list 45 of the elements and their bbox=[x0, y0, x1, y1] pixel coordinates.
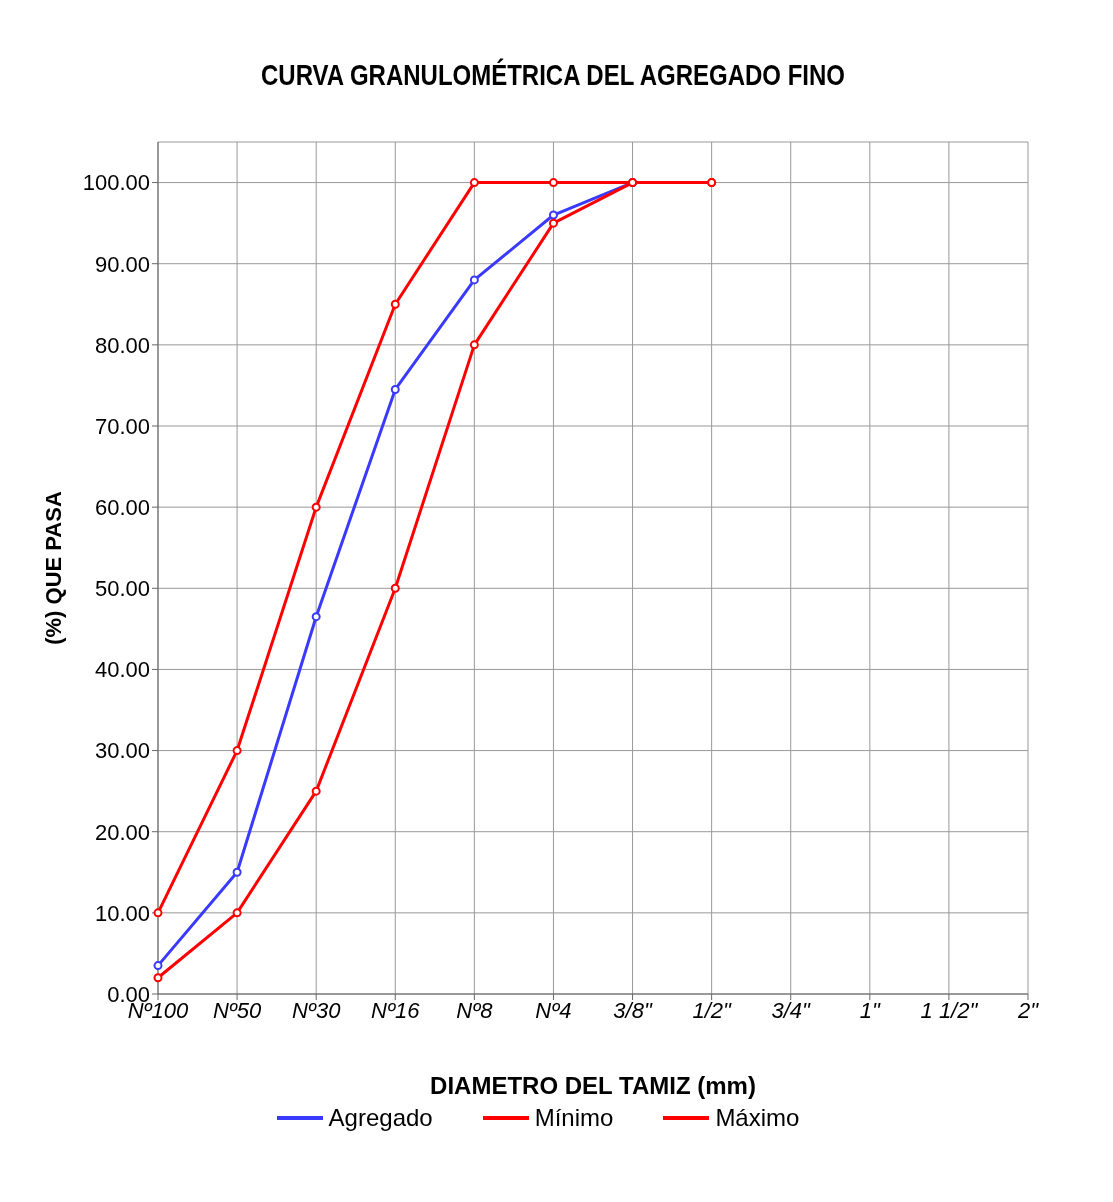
x-tick-label: 1/2" bbox=[692, 997, 733, 1023]
legend-label: Máximo bbox=[715, 1104, 800, 1132]
y-tick-label: 90.00 bbox=[94, 251, 150, 277]
y-tick-label: 100.00 bbox=[82, 170, 150, 196]
point bbox=[390, 384, 400, 394]
point bbox=[232, 746, 242, 756]
x-tick-label: Nº16 bbox=[371, 997, 421, 1023]
y-tick-label: 20.00 bbox=[94, 819, 150, 845]
point bbox=[548, 218, 558, 228]
x-axis-title: DIAMETRO DEL TAMIZ (mm) bbox=[430, 1072, 756, 1099]
point bbox=[153, 908, 163, 918]
point bbox=[469, 340, 479, 350]
y-axis-title: (%) QUE PASA bbox=[40, 491, 66, 645]
y-tick-label: 50.00 bbox=[94, 576, 150, 602]
y-tick-label: 80.00 bbox=[94, 332, 150, 358]
legend-label: Agregado bbox=[328, 1104, 433, 1132]
point bbox=[153, 961, 163, 971]
point bbox=[232, 908, 242, 918]
point bbox=[311, 612, 321, 622]
point bbox=[390, 583, 400, 593]
legend-label: Mínimo bbox=[534, 1104, 614, 1132]
chart-title: CURVA GRANULOMÉTRICA DEL AGREGADO FINO bbox=[260, 57, 846, 93]
y-tick-label: 70.00 bbox=[94, 413, 150, 439]
x-tick-label: Nº30 bbox=[291, 997, 342, 1023]
y-tick-label: 30.00 bbox=[94, 738, 150, 764]
point bbox=[469, 178, 479, 188]
point bbox=[311, 786, 321, 796]
y-tick-label: 40.00 bbox=[94, 657, 150, 683]
x-tick-label: 1" bbox=[859, 997, 882, 1023]
x-tick-label: Nº50 bbox=[212, 997, 263, 1023]
x-tick-label: Nº4 bbox=[535, 997, 572, 1023]
y-tick-label: 60.00 bbox=[94, 494, 150, 520]
point bbox=[232, 867, 242, 877]
point bbox=[311, 502, 321, 512]
x-tick-label: 2" bbox=[1016, 997, 1040, 1023]
x-tick-label: 1 1/2" bbox=[920, 997, 979, 1023]
point bbox=[548, 178, 558, 188]
y-tick-label: 10.00 bbox=[94, 900, 150, 926]
x-tick-label: 3/4" bbox=[771, 997, 812, 1023]
x-tick-label: Nº8 bbox=[456, 997, 494, 1023]
point bbox=[390, 299, 400, 309]
x-tick-label: 3/8" bbox=[613, 997, 653, 1023]
point bbox=[548, 210, 558, 220]
point bbox=[153, 973, 163, 983]
point bbox=[469, 275, 479, 285]
